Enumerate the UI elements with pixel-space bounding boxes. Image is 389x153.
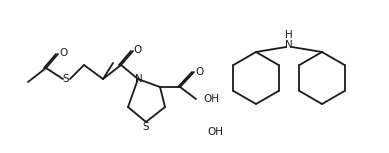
Text: OH: OH bbox=[207, 127, 223, 137]
Text: O: O bbox=[134, 45, 142, 55]
Text: S: S bbox=[63, 74, 69, 84]
Text: H: H bbox=[285, 30, 293, 40]
Text: O: O bbox=[59, 48, 67, 58]
Text: OH: OH bbox=[203, 94, 219, 104]
Text: N: N bbox=[285, 40, 293, 50]
Text: O: O bbox=[195, 67, 203, 77]
Text: S: S bbox=[143, 122, 149, 132]
Text: N: N bbox=[135, 74, 143, 84]
